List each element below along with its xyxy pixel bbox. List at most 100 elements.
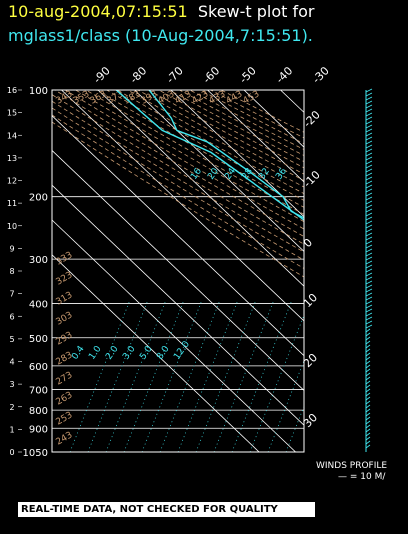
height-label: 10 (7, 222, 17, 231)
wind-barb (365, 240, 373, 245)
isotherm-line (52, 254, 260, 452)
wind-barb (365, 420, 371, 425)
pressure-label: 200 (29, 193, 48, 204)
isotherm-label: -50 (237, 64, 259, 86)
wind-barb (365, 88, 373, 93)
dry-adiabat-line (106, 90, 304, 201)
mixing-ratio-line (159, 299, 221, 452)
wind-barb (365, 216, 373, 221)
pressure-label: 100 (29, 86, 48, 97)
wind-barb (365, 312, 373, 317)
height-label: 5 (9, 335, 14, 344)
height-label: 13 (7, 154, 17, 163)
wind-barb (365, 184, 373, 189)
wind-barb (365, 332, 371, 337)
wind-barb (365, 440, 371, 445)
dry-adiabat-line (210, 90, 304, 139)
wind-barb (365, 416, 371, 421)
dry-adiabat-label: 253 (55, 410, 75, 427)
mixing-ratio-line (141, 299, 203, 452)
wind-barb (365, 100, 373, 105)
wind-barb (365, 396, 371, 401)
dry-adiabat-label: 243 (55, 430, 75, 447)
wind-barb (365, 164, 373, 169)
isotherm-line (97, 90, 304, 287)
wind-barb (365, 260, 373, 265)
wind-barb (365, 168, 373, 173)
height-label: 14 (7, 131, 17, 140)
wind-barb (365, 280, 373, 285)
dry-adiabat-label: 313 (55, 290, 75, 307)
mixing-ratio-label: 36 (274, 166, 289, 181)
pressure-label: 1050 (23, 448, 48, 459)
wind-barb (365, 172, 373, 177)
wind-barb (365, 132, 373, 137)
isotherm-line (52, 115, 304, 357)
dry-adiabat-label: 293 (55, 330, 75, 347)
wind-barb (365, 284, 373, 289)
dry-adiabat-label: 333 (55, 250, 75, 267)
height-label: 8 (9, 267, 14, 276)
wind-barb (365, 432, 371, 437)
wind-barb (365, 136, 373, 141)
mixing-ratio-line (87, 299, 149, 452)
pressure-label: 700 (29, 386, 48, 397)
wind-barb (365, 372, 371, 377)
dry-adiabat-line (52, 100, 304, 253)
wind-barb (365, 428, 371, 433)
wind-barb (365, 344, 371, 349)
wind-barb (365, 444, 371, 449)
wind-barb (365, 236, 373, 241)
wind-barb (365, 360, 371, 365)
sounding-trace-0 (148, 90, 304, 219)
wind-barb (365, 392, 371, 397)
mixing-ratio-line (249, 314, 304, 452)
isotherm-line (52, 184, 304, 426)
height-label: 12 (7, 177, 17, 186)
wind-barb (365, 324, 373, 329)
wind-barb (365, 436, 371, 441)
height-label: 7 (9, 290, 14, 299)
wind-barb (365, 304, 373, 309)
height-label: 15 (7, 109, 17, 118)
wind-barb (365, 232, 373, 237)
mixing-ratio-label: 24 (223, 166, 238, 181)
dry-adiabat-line (54, 90, 304, 237)
isotherm-label: -60 (200, 64, 222, 86)
mixing-ratio-line (231, 299, 293, 452)
wind-barb (365, 316, 373, 321)
wind-barb (365, 176, 373, 181)
isotherm-line (390, 90, 408, 452)
chart-title-label: Skew-t plot for (197, 2, 315, 21)
wind-barb (365, 220, 373, 225)
wind-barb (365, 356, 371, 361)
wind-barb (365, 192, 373, 197)
pressure-label: 400 (29, 299, 48, 310)
chart-date: 10-aug-2004,07:15:51 (8, 2, 188, 21)
height-label: 4 (9, 358, 14, 367)
isotherm-label: -40 (273, 64, 295, 86)
height-label: 0 (9, 448, 14, 457)
wind-barb (365, 276, 373, 281)
wind-barb (365, 228, 373, 233)
wind-barb (365, 224, 373, 229)
mixing-ratio-line (69, 299, 131, 452)
wind-barb (365, 376, 371, 381)
mixing-ratio-line (177, 299, 239, 452)
isotherm-line (52, 219, 296, 452)
mixing-ratio-label: 8.0 (155, 344, 172, 362)
wind-barb (365, 352, 371, 357)
dry-adiabat-label: 303 (55, 310, 75, 327)
isotherm-line (134, 90, 304, 252)
wind-barb (365, 160, 373, 165)
wind-barb (365, 112, 373, 117)
wind-barb (365, 264, 373, 269)
height-label: 9 (9, 244, 14, 253)
mixing-ratio-line (105, 299, 167, 452)
mixing-ratio-label: 20 (206, 166, 221, 181)
pressure-label: 600 (29, 362, 48, 373)
height-label: 16 (7, 86, 17, 95)
wind-barb (365, 388, 371, 393)
wind-barb (365, 116, 373, 121)
pressure-label: 300 (29, 255, 48, 266)
